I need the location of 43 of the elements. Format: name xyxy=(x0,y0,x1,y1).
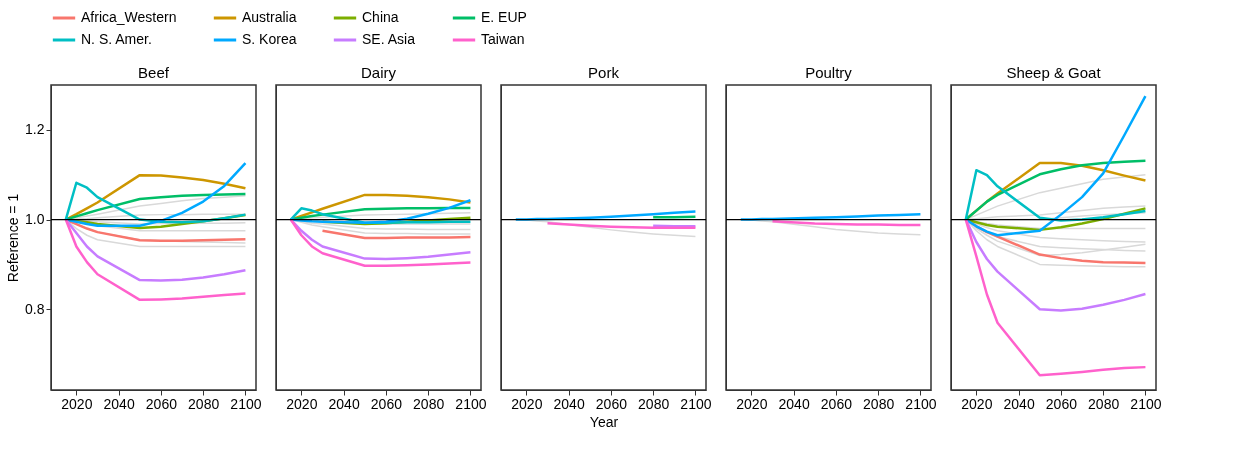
x-tick-label: 2020 xyxy=(61,395,93,412)
chart-title: Sheep & Goat xyxy=(1006,64,1102,81)
x-tick-label: 2040 xyxy=(778,395,810,412)
chart-title: Dairy xyxy=(360,64,397,81)
x-tick-label: 2080 xyxy=(863,395,895,412)
x-tick-label: 2040 xyxy=(1003,395,1035,412)
legend-label: China xyxy=(362,9,399,25)
x-tick-label: 2020 xyxy=(736,395,768,412)
legend-label: Australia xyxy=(242,9,297,25)
chart-title: Beef xyxy=(138,64,170,81)
x-tick-label: 2060 xyxy=(145,395,178,412)
y-tick-label: 1.2 xyxy=(25,121,45,138)
legend-label: N. S. Amer. xyxy=(81,31,152,47)
x-tick-label: 2080 xyxy=(638,395,670,412)
x-tick-label: 2060 xyxy=(820,395,853,412)
x-tick-label: 2040 xyxy=(553,395,585,412)
y-axis-title: Reference = 1 xyxy=(5,193,22,283)
legend-label: Africa_Western xyxy=(81,9,177,25)
x-tick-label: 2080 xyxy=(1088,395,1120,412)
x-tick-label: 2060 xyxy=(595,395,628,412)
y-tick-label: 1.0 xyxy=(25,211,45,228)
legend-label: S. Korea xyxy=(242,31,297,47)
x-tick-label: 2060 xyxy=(1045,395,1078,412)
x-axis-title: Year xyxy=(589,413,619,430)
x-tick-label: 2060 xyxy=(370,395,403,412)
legend-label: Taiwan xyxy=(481,31,525,47)
x-tick-label: 2100 xyxy=(455,395,487,412)
x-tick-label: 2040 xyxy=(328,395,360,412)
x-tick-label: 2040 xyxy=(103,395,135,412)
chart-title: Poultry xyxy=(805,64,853,81)
legend-label: SE. Asia xyxy=(362,31,416,47)
x-tick-label: 2020 xyxy=(961,395,993,412)
x-tick-label: 2020 xyxy=(286,395,318,412)
x-tick-label: 2100 xyxy=(680,395,712,412)
x-tick-label: 2100 xyxy=(1130,395,1162,412)
x-tick-label: 2080 xyxy=(413,395,445,412)
x-tick-label: 2100 xyxy=(230,395,262,412)
x-tick-label: 2020 xyxy=(511,395,543,412)
chart-title: Pork xyxy=(588,64,620,81)
x-tick-label: 2100 xyxy=(905,395,937,412)
x-tick-label: 2080 xyxy=(188,395,220,412)
legend-label: E. EUP xyxy=(481,9,527,25)
y-tick-label: 0.8 xyxy=(25,300,45,317)
